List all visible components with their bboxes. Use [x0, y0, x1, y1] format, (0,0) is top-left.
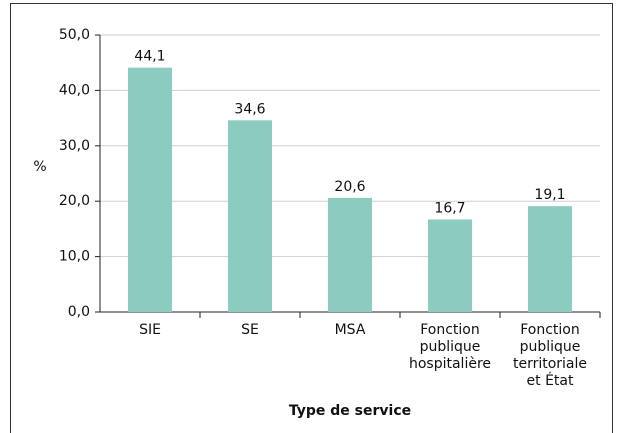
bar — [228, 120, 272, 312]
bar — [428, 219, 472, 312]
x-tick-label: MSA — [334, 322, 366, 338]
y-tick-label: 30,0 — [59, 138, 90, 154]
x-tick-label: SE — [241, 322, 259, 338]
bar — [128, 67, 172, 312]
x-tick-label: Fonction publique territoriale et État — [512, 322, 588, 389]
data-label: 16,7 — [434, 200, 465, 216]
y-tick-label: 40,0 — [59, 82, 90, 98]
y-tick-label: 0,0 — [68, 304, 90, 320]
x-tick-label: SIE — [139, 322, 161, 338]
data-label: 44,1 — [134, 49, 165, 65]
y-tick-label: 50,0 — [59, 27, 90, 43]
data-label: 19,1 — [534, 187, 565, 203]
x-tick-label: Fonction publique hospitalière — [408, 322, 492, 372]
data-label: 34,6 — [234, 101, 265, 117]
bar — [528, 206, 572, 312]
bar — [328, 197, 372, 312]
y-axis-label: % — [33, 159, 46, 175]
frame — [10, 3, 613, 433]
data-label: 20,6 — [334, 179, 365, 195]
y-tick-label: 20,0 — [59, 193, 90, 209]
y-tick-label: 10,0 — [59, 249, 90, 265]
x-axis-label: Type de service — [289, 403, 411, 419]
